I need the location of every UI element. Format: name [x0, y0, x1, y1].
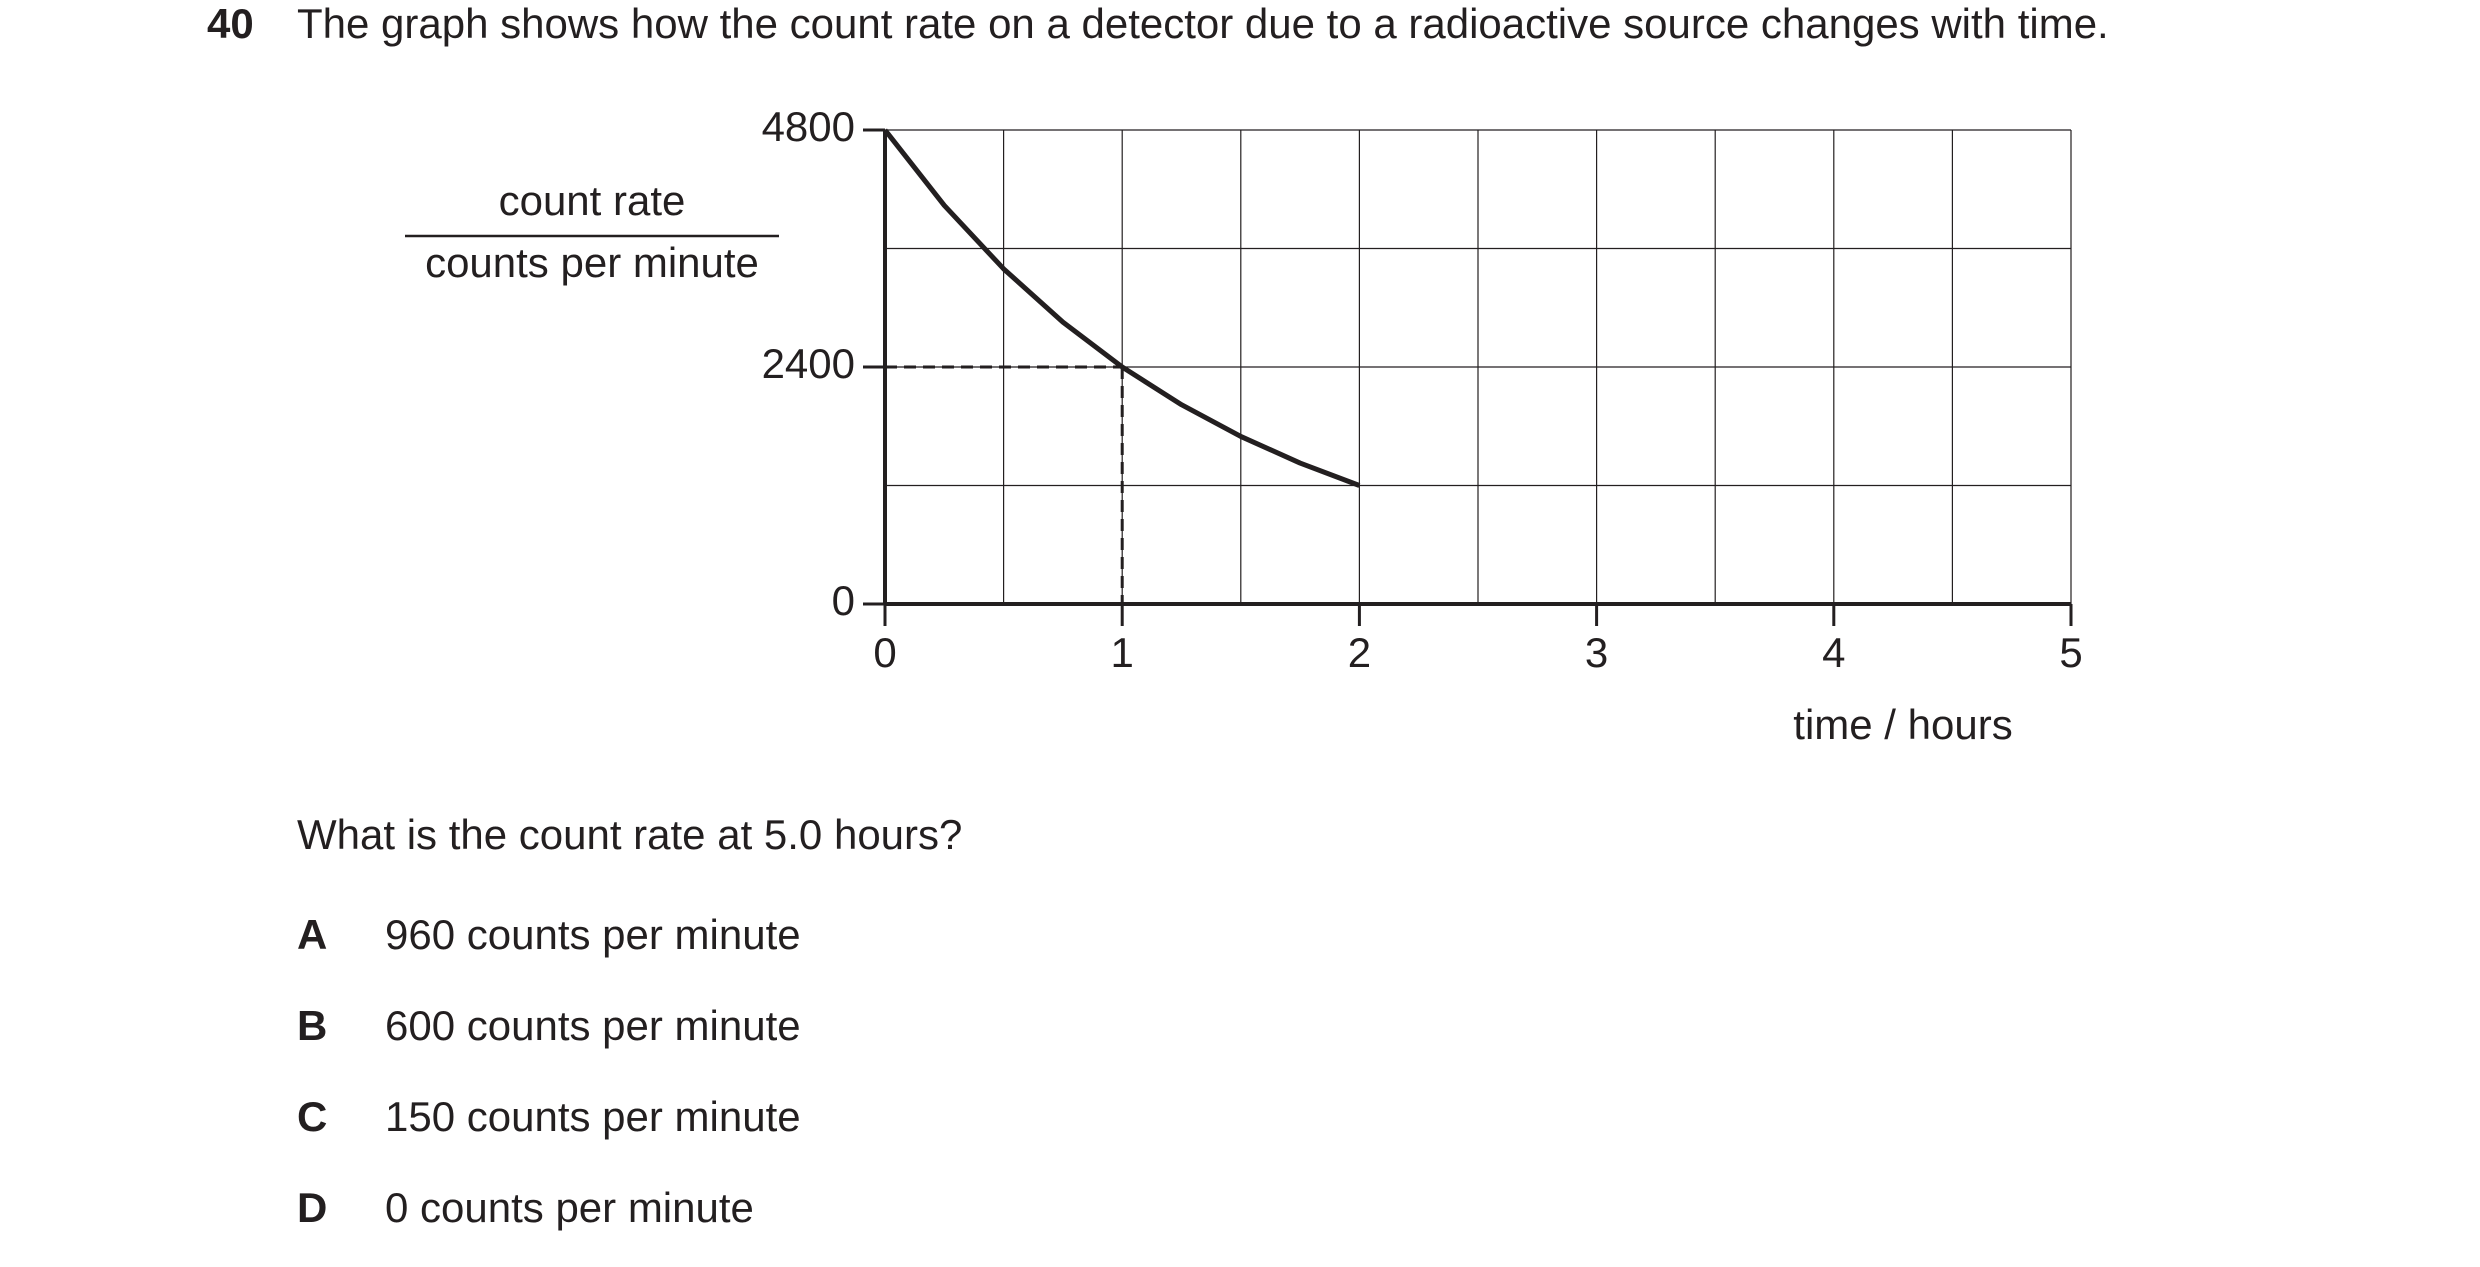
- option-text: 150 counts per minute: [385, 1093, 801, 1140]
- chart: 0 2400 4800 0 1 2 3 4 5 count rate counts per minu…: [405, 103, 2083, 748]
- x-tick-label: 3: [1585, 629, 1608, 676]
- option-text: 960 counts per minute: [385, 911, 801, 958]
- y-tick-label: 0: [832, 577, 855, 624]
- option-text: 0 counts per minute: [385, 1184, 754, 1231]
- question-text: The graph shows how the count rate on a …: [297, 0, 2109, 47]
- option-letter: A: [297, 911, 327, 958]
- option-letter: C: [297, 1093, 327, 1140]
- y-label: count rate: [499, 177, 686, 224]
- option-text: 600 counts per minute: [385, 1002, 801, 1049]
- question-number: 40: [207, 0, 254, 47]
- y-tick-label: 2400: [762, 340, 855, 387]
- options: A 960 counts per minute B 600 counts per mi…: [297, 911, 801, 1231]
- y-unit-label: counts per minute: [425, 239, 759, 286]
- option-letter: D: [297, 1184, 327, 1231]
- y-tick-label: 4800: [762, 103, 855, 150]
- x-tick-label: 0: [873, 629, 896, 676]
- prompt: What is the count rate at 5.0 hours?: [297, 811, 962, 858]
- x-tick-label: 1: [1111, 629, 1134, 676]
- option-letter: B: [297, 1002, 327, 1049]
- x-tick-label: 5: [2059, 629, 2082, 676]
- x-tick-label: 2: [1348, 629, 1371, 676]
- x-tick-label: 4: [1822, 629, 1845, 676]
- decay-curve: [883, 128, 1361, 488]
- x-label: time / hours: [1793, 701, 2012, 748]
